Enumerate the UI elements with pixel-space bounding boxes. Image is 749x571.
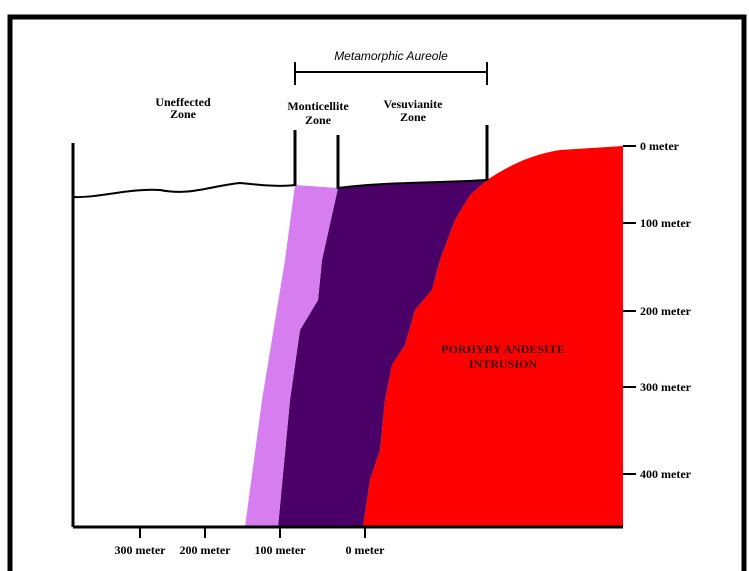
depth-label: 300 meter [640,380,692,394]
intrusion [363,146,623,527]
ground-surface [337,179,488,189]
depth-label: 400 meter [640,467,692,481]
distance-label: 0 meter [346,543,386,557]
intrusion-label: PORHYRY ANDESITE INTRUSION [441,342,565,371]
ground-surface [72,181,296,199]
monticellite-zone [245,185,338,527]
depth-label: 100 meter [640,216,692,230]
axes [71,125,623,529]
aureole-bracket [294,62,488,85]
zone-label: Uneffected Zone [155,95,211,121]
depth-label: 200 meter [640,304,692,318]
aureole-label: Metamorphic Aureole [334,49,448,63]
zone-label: Vesuvianite Zone [384,97,444,124]
distance-label: 100 meter [255,543,307,557]
frame [7,14,747,571]
distance-label: 200 meter [180,543,232,557]
distance-label: 300 meter [115,543,167,557]
depth-label: 0 meter [640,139,680,153]
zone-label: Monticellite Zone [287,99,349,127]
distance-scale: 300 meter 200 meter 100 meter 0 meter [115,527,386,557]
vesuvianite-zone [278,180,487,527]
depth-scale: 0 meter 100 meter 200 meter 300 meter 400 me… [623,139,692,481]
